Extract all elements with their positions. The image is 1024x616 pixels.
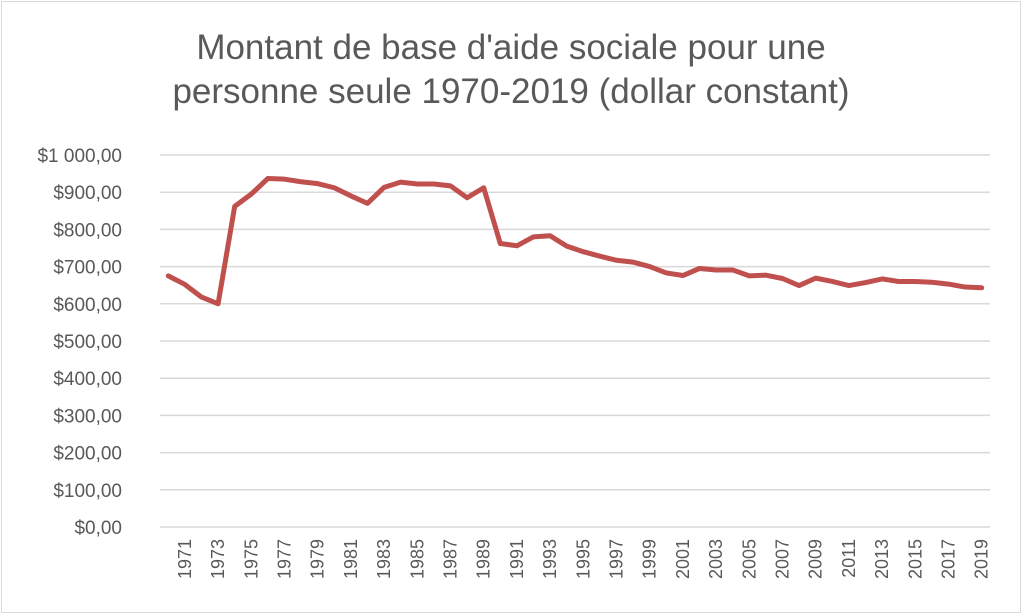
data-point [896,279,901,284]
x-tick-label: 1995 [573,539,593,579]
data-point [332,185,337,190]
y-tick-label: $600,00 [53,295,122,316]
data-point [714,267,719,272]
x-tick-label: 1973 [208,539,228,579]
chart-title: Montant de base d'aide sociale pour une … [0,26,1022,114]
y-tick-label: $0,00 [74,518,122,539]
x-tick-label: 2007 [773,539,793,579]
data-point [465,195,470,200]
x-tick-label: 1999 [640,539,660,579]
chart-title-line-1: Montant de base d'aide sociale pour une [196,28,826,67]
x-tick-label: 1985 [407,539,427,579]
gridlines [160,154,990,528]
data-point [880,276,885,281]
data-point [199,295,204,300]
y-axis-ticks: $0,00 $100,00 $200,00 $300,00 $400,00 $500,00… [37,146,122,539]
x-tick-label: 2005 [739,539,759,579]
data-point [614,258,619,263]
y-tick-label: $700,00 [53,258,122,279]
x-tick-label: 1993 [540,539,560,579]
x-tick-label: 2013 [872,539,892,579]
data-point [863,280,868,285]
x-tick-label: 2015 [905,539,925,579]
y-tick-label: $500,00 [53,332,122,353]
data-point [431,182,436,187]
data-point [348,193,353,198]
data-point [647,264,652,269]
data-point [365,201,370,206]
data-point [597,254,602,259]
data-point [531,234,536,239]
data-point [299,179,304,184]
data-point [697,266,702,271]
y-tick-label: $300,00 [53,406,122,427]
data-point [514,243,519,248]
data-point [581,249,586,254]
x-tick-label: 2003 [706,539,726,579]
series-line [165,175,985,307]
data-point [564,244,569,249]
data-point [763,273,768,278]
data-point [415,182,420,187]
x-tick-label: 1991 [507,539,527,579]
y-tick-label: $1 000,00 [37,146,122,167]
data-point [448,183,453,188]
series-layer [165,175,985,307]
data-point [166,273,171,278]
data-point [498,241,503,246]
x-tick-label: 1975 [241,539,261,579]
data-point [232,204,237,209]
data-point [315,181,320,186]
data-point [979,285,984,290]
data-point [730,267,735,272]
data-point [631,260,636,265]
data-point [813,276,818,281]
x-tick-label: 1983 [374,539,394,579]
x-tick-label: 1979 [308,539,328,579]
data-point [963,285,968,290]
data-point [846,283,851,288]
data-point [797,283,802,288]
x-axis-ticks: 1971 1973 1975 1977 1979 1981 1983 1985 1987 1989… [175,539,992,579]
x-tick-label: 1971 [175,539,195,579]
y-tick-label: $800,00 [53,220,122,241]
data-point [282,177,287,182]
data-point [664,270,669,275]
x-tick-label: 2001 [673,539,693,579]
data-point [946,282,951,287]
x-tick-label: 2019 [972,539,992,579]
y-tick-label: $200,00 [53,444,122,465]
data-point [481,185,486,190]
x-tick-label: 2011 [839,539,859,578]
x-tick-label: 2009 [806,539,826,579]
x-tick-label: 1989 [474,539,494,579]
y-tick-label: $100,00 [53,481,122,502]
data-point [747,273,752,278]
data-point [548,233,553,238]
data-point [680,273,685,278]
y-tick-label: $400,00 [53,369,122,390]
x-tick-label: 1987 [441,539,461,579]
x-tick-label: 1997 [607,539,627,579]
chart-title-line-2: personne seule 1970-2019 (dollar constan… [172,72,850,111]
data-point [265,176,270,181]
data-point [398,180,403,185]
data-point [249,192,254,197]
y-tick-label: $900,00 [53,183,122,204]
x-tick-label: 1977 [275,539,295,579]
data-point [216,301,221,306]
data-point [913,279,918,284]
data-point [182,282,187,287]
data-point [929,280,934,285]
x-tick-label: 1981 [341,539,361,579]
data-point [830,279,835,284]
x-tick-label: 2017 [939,539,959,579]
data-point [382,185,387,190]
data-point [780,276,785,281]
